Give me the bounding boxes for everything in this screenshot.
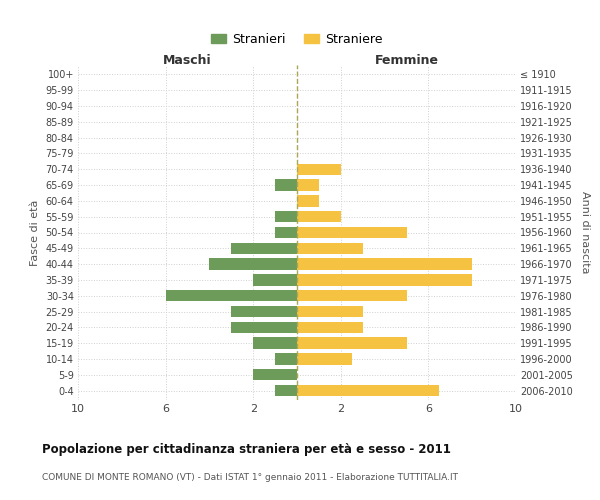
Text: Popolazione per cittadinanza straniera per età e sesso - 2011: Popolazione per cittadinanza straniera p… (42, 442, 451, 456)
Bar (297, 322, 362, 333)
Bar (297, 195, 319, 206)
Bar (275, 385, 297, 396)
Bar (297, 274, 472, 285)
Bar (166, 290, 297, 302)
Y-axis label: Fasce di età: Fasce di età (30, 200, 40, 266)
Text: Maschi: Maschi (163, 54, 212, 66)
Legend: Stranieri, Straniere: Stranieri, Straniere (206, 28, 388, 50)
Bar (297, 353, 352, 364)
Bar (297, 306, 362, 317)
Bar (232, 306, 297, 317)
Bar (297, 164, 341, 175)
Bar (297, 211, 341, 222)
Bar (253, 338, 297, 349)
Bar (297, 338, 407, 349)
Bar (209, 258, 297, 270)
Bar (275, 211, 297, 222)
Bar (297, 385, 439, 396)
Bar (253, 274, 297, 285)
Bar (232, 242, 297, 254)
Bar (297, 180, 319, 191)
Bar (297, 258, 472, 270)
Text: COMUNE DI MONTE ROMANO (VT) - Dati ISTAT 1° gennaio 2011 - Elaborazione TUTTITAL: COMUNE DI MONTE ROMANO (VT) - Dati ISTAT… (42, 472, 458, 482)
Bar (297, 242, 362, 254)
Bar (275, 353, 297, 364)
Bar (297, 227, 407, 238)
Y-axis label: Anni di nascita: Anni di nascita (580, 191, 590, 274)
Bar (275, 227, 297, 238)
Bar (275, 180, 297, 191)
Text: Femmine: Femmine (374, 54, 439, 66)
Bar (253, 369, 297, 380)
Bar (297, 290, 407, 302)
Bar (232, 322, 297, 333)
